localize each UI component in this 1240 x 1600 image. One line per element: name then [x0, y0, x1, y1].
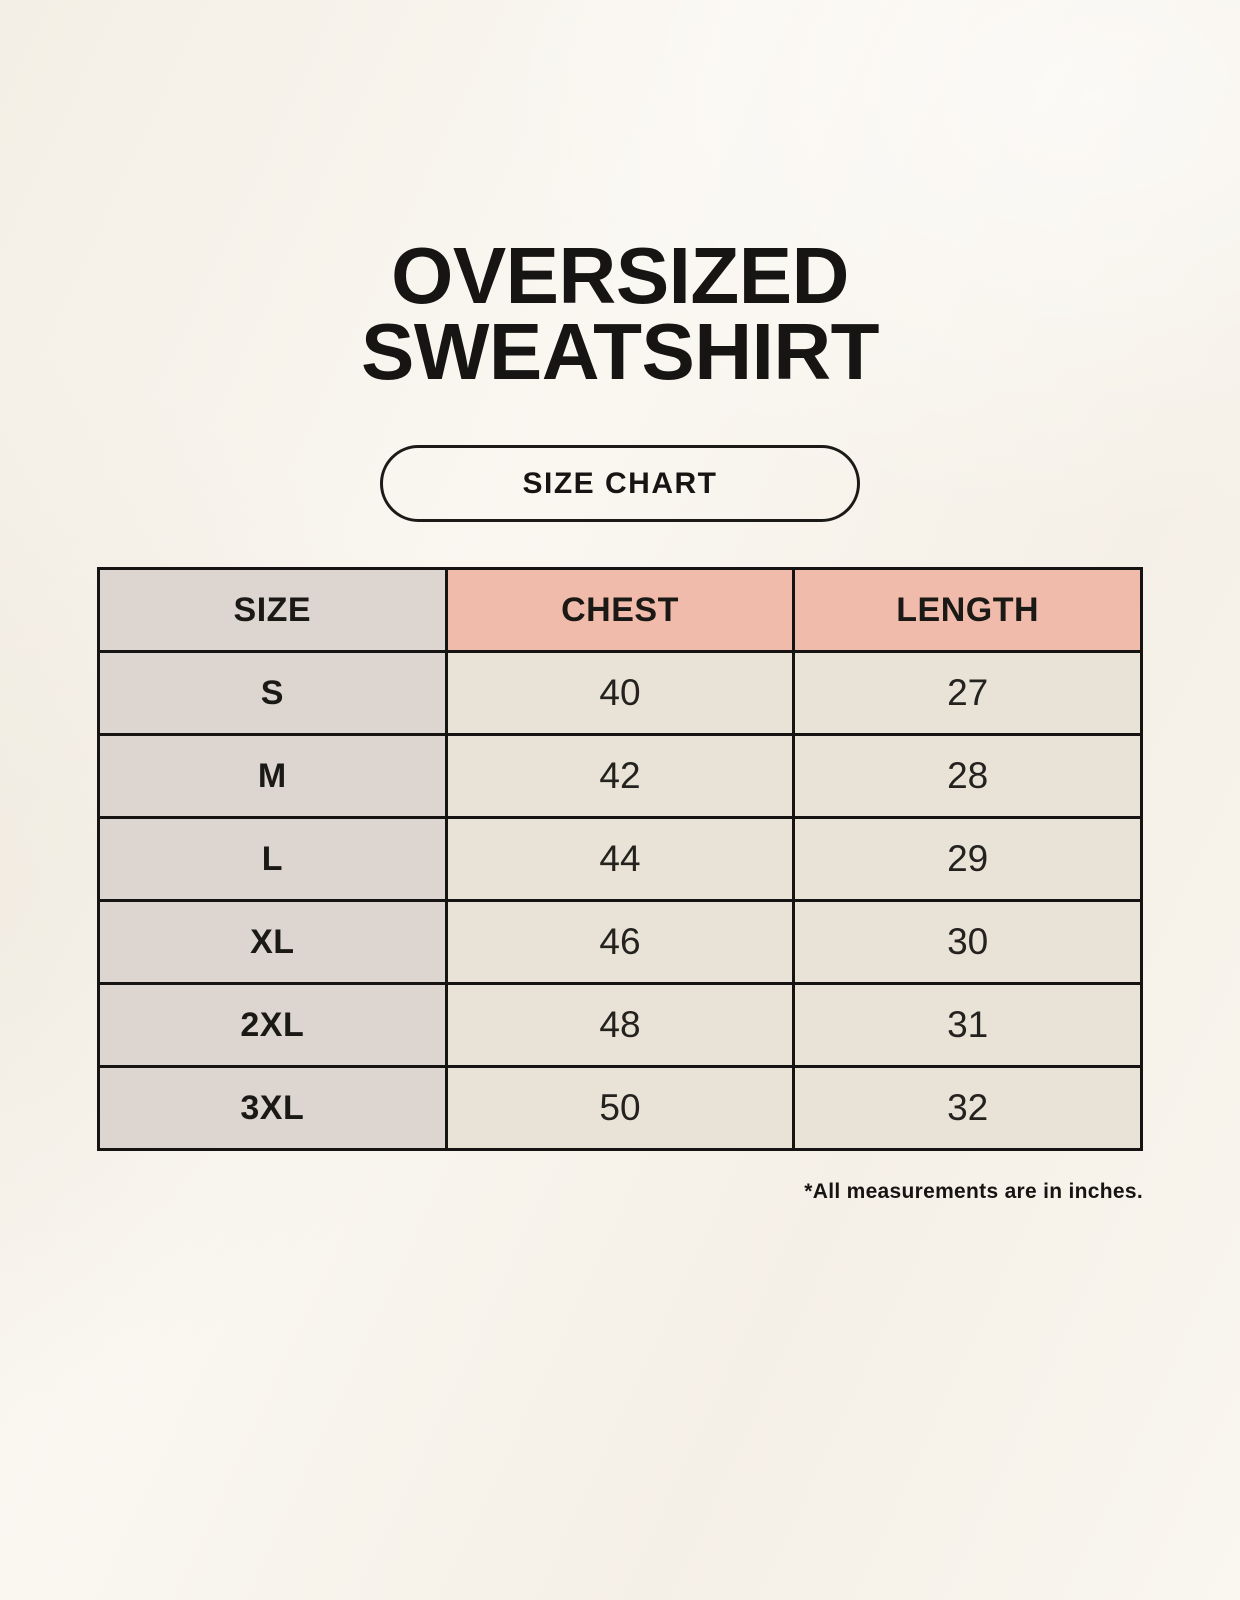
- measurements-footnote: *All measurements are in inches.: [804, 1180, 1143, 1203]
- chest-cell: 46: [444, 899, 796, 985]
- size-cell: L: [97, 816, 448, 902]
- size-chart-button-label: SIZE CHART: [522, 466, 718, 500]
- length-cell: 28: [792, 733, 1143, 819]
- table-row: 3XL 50 32: [97, 1065, 1143, 1151]
- size-chart-button[interactable]: SIZE CHART: [380, 445, 860, 522]
- size-cell: S: [97, 650, 448, 736]
- length-cell: 31: [792, 982, 1143, 1068]
- page-title-line2: SWEATSHIRT: [361, 307, 879, 396]
- header-size: SIZE: [97, 567, 448, 653]
- chest-cell: 50: [444, 1065, 796, 1151]
- table-row: L 44 29: [97, 816, 1143, 902]
- page-title-line1: OVERSIZED: [391, 231, 849, 320]
- chest-cell: 44: [444, 816, 796, 902]
- chest-cell: 40: [444, 650, 796, 736]
- table-row: 2XL 48 31: [97, 982, 1143, 1068]
- chest-cell: 48: [444, 982, 796, 1068]
- table-row: M 42 28: [97, 733, 1143, 819]
- table-row: XL 46 30: [97, 899, 1143, 985]
- table-header-row: SIZE CHEST LENGTH: [97, 567, 1143, 653]
- size-cell: M: [97, 733, 448, 819]
- length-cell: 32: [792, 1065, 1143, 1151]
- page-title: OVERSIZED SWEATSHIRT: [0, 231, 1240, 396]
- header-chest: CHEST: [444, 567, 796, 653]
- header-length: LENGTH: [792, 567, 1143, 653]
- size-cell: 3XL: [97, 1065, 448, 1151]
- size-chart-table: SIZE CHEST LENGTH S 40 27 M 42 28 L 44 2…: [97, 567, 1143, 1151]
- table-row: S 40 27: [97, 650, 1143, 736]
- size-cell: 2XL: [97, 982, 448, 1068]
- length-cell: 30: [792, 899, 1143, 985]
- chest-cell: 42: [444, 733, 796, 819]
- size-cell: XL: [97, 899, 448, 985]
- length-cell: 29: [792, 816, 1143, 902]
- length-cell: 27: [792, 650, 1143, 736]
